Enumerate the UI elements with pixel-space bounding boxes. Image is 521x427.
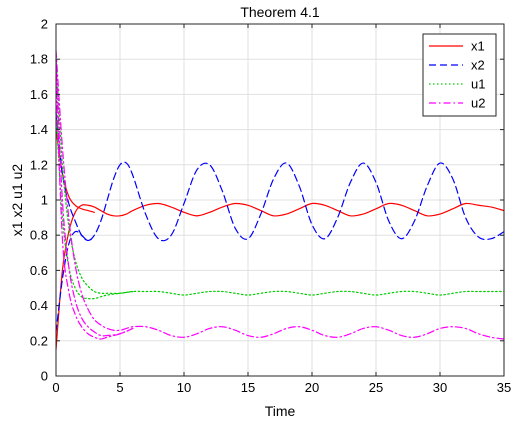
x-axis-label: Time (265, 403, 296, 419)
y-tick-label: 0 (41, 369, 48, 384)
x-tick-label: 30 (433, 380, 447, 395)
series-line-u2 (55, 76, 134, 340)
legend-label-x2: x2 (471, 58, 485, 73)
y-tick-label: 1.6 (30, 87, 48, 102)
x-tick-label: 15 (241, 380, 255, 395)
series-line-u2 (55, 58, 134, 337)
y-tick-label: 1.8 (30, 52, 48, 67)
series-line-u1 (55, 58, 505, 296)
tick-layer: 0 5 10 15 20 25 30 35 0 0.2 0.4 0.6 0.8 1 1.2 1.4 1.6 1.8… (30, 17, 511, 396)
x-tick-label: 20 (305, 380, 319, 395)
y-tick-label: 1 (41, 193, 48, 208)
y-tick-label: 0.8 (30, 228, 48, 243)
series-line-u2 (55, 49, 505, 340)
legend-label-u2: u2 (471, 96, 485, 111)
legend: x1 x2 u1 u2 (422, 33, 497, 117)
x-tick-label: 25 (369, 380, 383, 395)
y-tick-label: 0.4 (30, 298, 48, 313)
y-tick-label: 1.2 (30, 157, 48, 172)
y-tick-label: 2 (41, 17, 48, 32)
x-tick-label: 0 (52, 380, 59, 395)
x-tick-label: 35 (497, 380, 511, 395)
legend-label-u1: u1 (471, 77, 485, 92)
y-axis-label: x1 x2 u1 u2 (9, 164, 25, 237)
chart-title: Theorem 4.1 (240, 4, 320, 20)
x-tick-label: 5 (116, 380, 123, 395)
y-tick-label: 0.2 (30, 333, 48, 348)
legend-label-x1: x1 (471, 39, 485, 54)
legend-box (422, 33, 497, 117)
series-layer (55, 49, 505, 351)
series-line-x2 (55, 161, 505, 333)
series-line-x1 (55, 202, 505, 351)
series-line-u1 (55, 111, 134, 300)
y-tick-label: 1.4 (30, 122, 48, 137)
series-line-x2 (55, 111, 95, 242)
x-tick-label: 10 (177, 380, 191, 395)
y-tick-label: 0.6 (30, 263, 48, 278)
